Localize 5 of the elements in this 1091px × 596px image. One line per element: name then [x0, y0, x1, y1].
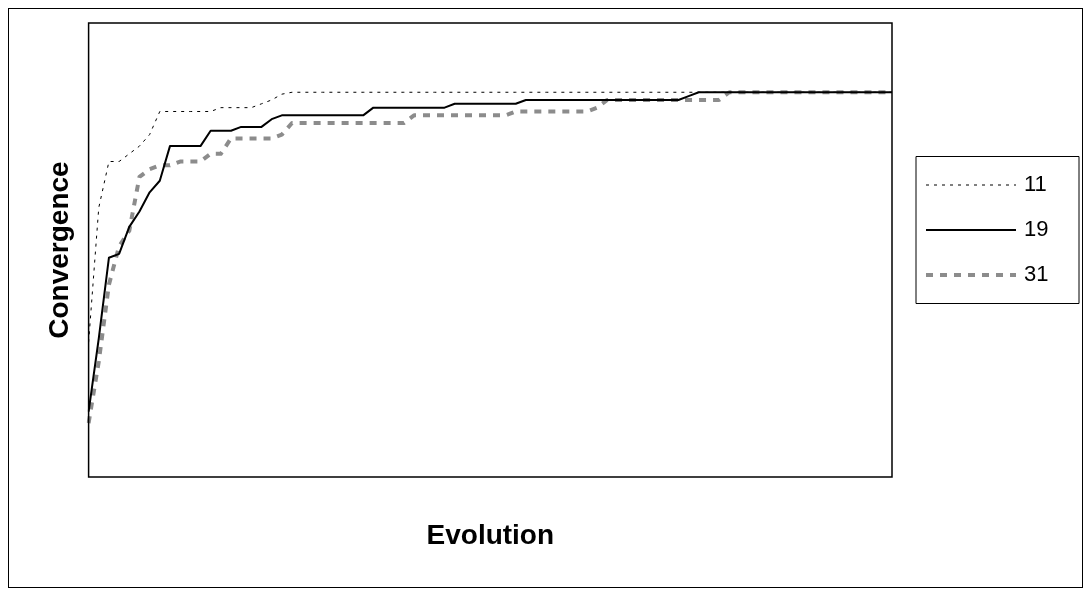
y-axis-title: Convergence — [42, 161, 74, 339]
legend-label: 31 — [1024, 261, 1049, 287]
x-axis-title: Evolution — [426, 518, 555, 550]
legend-label: 11 — [1024, 171, 1047, 197]
legend-label: 19 — [1024, 216, 1049, 242]
